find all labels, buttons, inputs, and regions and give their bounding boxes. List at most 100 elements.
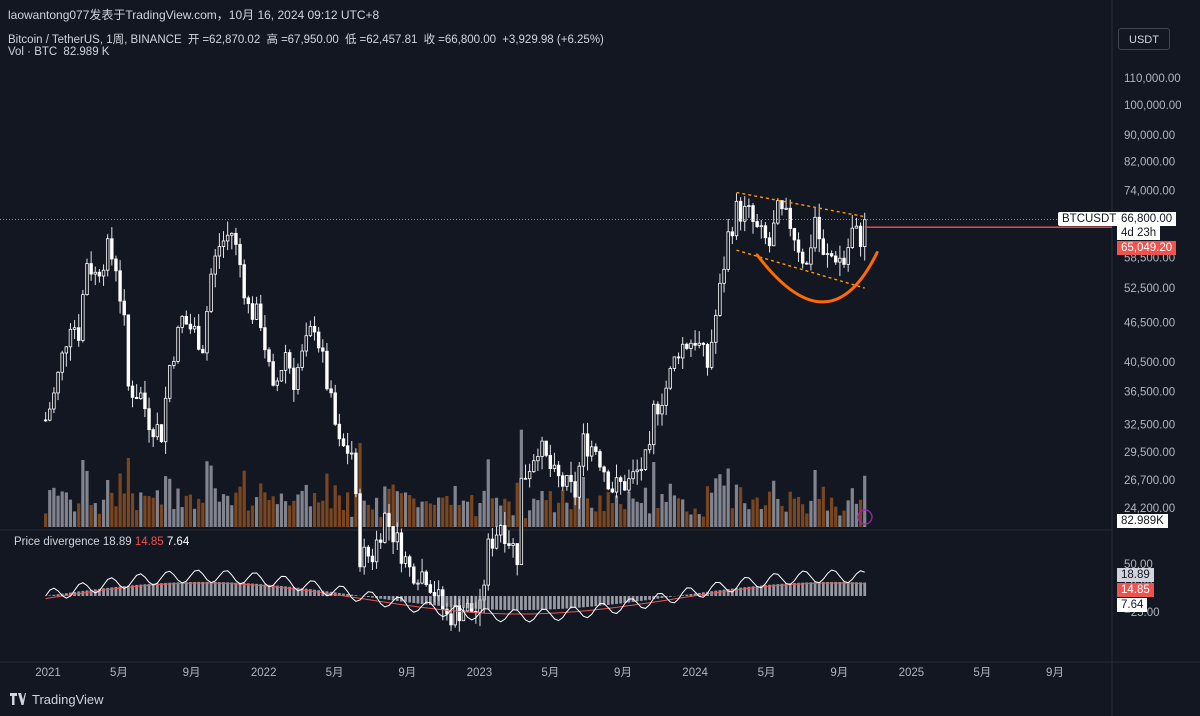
indicator-histogram-bar bbox=[470, 596, 474, 609]
candle-body bbox=[316, 331, 321, 349]
volume-bar bbox=[585, 498, 590, 527]
candle-body bbox=[159, 424, 164, 443]
logo-text: TradingView bbox=[32, 692, 104, 707]
volume-bar bbox=[60, 491, 64, 527]
time-tick-label: 5月 bbox=[541, 667, 559, 679]
indicator-histogram-bar bbox=[764, 585, 767, 596]
volume-bar bbox=[437, 497, 441, 527]
volume-bar bbox=[842, 510, 846, 527]
volume-bar bbox=[250, 505, 255, 527]
candle-body bbox=[155, 424, 160, 438]
candle-body bbox=[43, 419, 48, 422]
publisher-line: laowantong077发表于TradingView.com，10月 16, … bbox=[8, 8, 380, 22]
volume-bar bbox=[739, 487, 743, 527]
volume-bar bbox=[602, 510, 606, 527]
tradingview-logo[interactable]: TradingView bbox=[10, 692, 104, 707]
candle-body bbox=[254, 303, 259, 320]
volume-bar bbox=[747, 509, 751, 527]
volume-bar bbox=[151, 497, 155, 527]
indicator-histogram-bar bbox=[213, 582, 217, 596]
candle-body bbox=[532, 460, 536, 473]
volume-bar bbox=[221, 494, 226, 527]
price-tick-label: 100,000.00 bbox=[1124, 100, 1182, 112]
indicator-histogram-bar bbox=[809, 582, 813, 596]
indicator-histogram-bar bbox=[797, 582, 800, 596]
indicator-histogram-bar bbox=[102, 588, 105, 596]
candle-body bbox=[486, 538, 490, 586]
volume-bar bbox=[767, 491, 772, 527]
indicator-histogram-bar bbox=[56, 594, 60, 596]
volume-bar bbox=[412, 498, 416, 527]
indicator-histogram-bar bbox=[441, 596, 445, 607]
time-tick-label: 9月 bbox=[830, 667, 848, 679]
indicator-histogram-bar bbox=[788, 583, 792, 596]
volume-bar bbox=[176, 488, 180, 527]
volume-bar bbox=[135, 510, 139, 527]
volume-legend: Vol · BTC 82.989 K bbox=[8, 46, 112, 58]
indicator-histogram-bar bbox=[569, 596, 573, 609]
indicator-histogram-bar bbox=[772, 584, 776, 596]
candle-body bbox=[449, 613, 453, 626]
volume-bar bbox=[772, 480, 776, 527]
candle-body bbox=[643, 449, 648, 470]
candle-body bbox=[143, 392, 147, 410]
volume-bar bbox=[854, 503, 859, 527]
indicator-histogram-bar bbox=[660, 596, 664, 599]
price-tick-label: 58,500.00 bbox=[1124, 252, 1175, 264]
candle-body bbox=[333, 392, 337, 425]
volume-bar bbox=[858, 499, 863, 527]
currency-button[interactable]: USDT bbox=[1118, 28, 1170, 50]
volume-bar bbox=[652, 462, 656, 527]
volume-bar bbox=[288, 505, 292, 527]
candle-body bbox=[759, 225, 763, 228]
volume-bar bbox=[532, 498, 536, 527]
candle-body bbox=[283, 352, 288, 371]
volume-bar bbox=[97, 513, 102, 527]
volume-value: 82.989 K bbox=[63, 46, 110, 58]
volume-bar bbox=[598, 495, 602, 527]
volume-bar bbox=[114, 506, 118, 527]
indicator-histogram-bar bbox=[110, 587, 114, 596]
volume-bar bbox=[838, 515, 842, 527]
volume-bar bbox=[259, 483, 263, 527]
indicator-histogram-bar bbox=[114, 586, 118, 596]
indicator-histogram-bar bbox=[544, 596, 548, 610]
indicator-histogram-bar bbox=[722, 589, 726, 596]
indicator-histogram-bar bbox=[582, 596, 585, 608]
time-tick-label: 9月 bbox=[183, 667, 201, 679]
high-value: =67,950.00 bbox=[280, 34, 339, 46]
candle-body bbox=[436, 589, 441, 597]
volume-bar bbox=[213, 488, 217, 527]
candle-body bbox=[395, 532, 399, 543]
volume-bar bbox=[279, 493, 284, 527]
volume-bar bbox=[784, 511, 788, 527]
volume-bar bbox=[594, 511, 598, 527]
indicator-histogram-bar bbox=[85, 590, 89, 596]
volume-bar bbox=[763, 505, 768, 527]
indicator-histogram-bar bbox=[416, 596, 420, 604]
candle-body bbox=[854, 225, 859, 229]
candle-body bbox=[242, 264, 246, 299]
indicator-legend[interactable]: Price divergence 18.89 14.85 7.64 bbox=[14, 536, 189, 548]
price-tick-label: 36,500.00 bbox=[1124, 386, 1175, 398]
candle-body bbox=[110, 238, 114, 260]
price-tick-label: 32,500.00 bbox=[1124, 419, 1175, 431]
indicator-histogram-bar bbox=[747, 586, 751, 596]
indicator-value-c: 7.64 bbox=[166, 536, 190, 548]
indicator-histogram-bar bbox=[615, 596, 618, 604]
volume-bar bbox=[337, 495, 341, 527]
volume-bar bbox=[623, 509, 627, 527]
candle-body bbox=[126, 314, 131, 387]
candle-body bbox=[321, 347, 325, 352]
volume-bar bbox=[56, 495, 60, 527]
candle-body bbox=[374, 539, 379, 563]
indicator-histogram-bar bbox=[420, 596, 424, 605]
indicator-histogram-bar bbox=[486, 596, 490, 610]
volume-bar bbox=[130, 493, 135, 527]
volume-bar bbox=[52, 487, 56, 527]
candle-body bbox=[656, 403, 660, 415]
candle-body bbox=[573, 481, 577, 498]
indicator-histogram-bar bbox=[697, 592, 701, 596]
